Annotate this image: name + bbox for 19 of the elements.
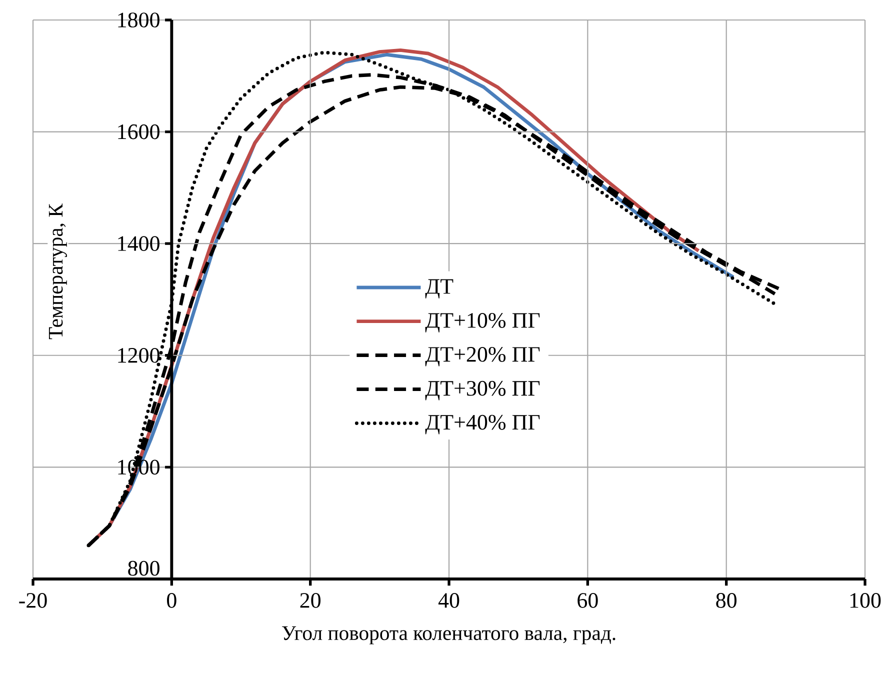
y-tick-label: 1600 <box>118 124 160 140</box>
legend-label: ДТ+20% ПГ <box>425 346 540 366</box>
x-tick-label: 80 <box>716 593 736 608</box>
x-tick-label: -20 <box>19 593 47 608</box>
legend-label: ДТ <box>425 279 454 298</box>
legend-label: ДТ+30% ПГ <box>425 380 540 400</box>
x-tick-label: 100 <box>850 593 881 608</box>
y-tick-label: 1200 <box>118 348 160 363</box>
y-tick-label: 1800 <box>118 12 160 28</box>
legend-label: ДТ+40% ПГ <box>425 414 540 434</box>
y-axis-title: Температура, К <box>48 203 67 340</box>
legend-label: ДТ+10% ПГ <box>425 313 540 332</box>
x-tick-label: 40 <box>438 593 460 608</box>
x-tick-label: 60 <box>578 593 598 608</box>
y-tick-label: 800 <box>128 560 160 576</box>
y-tick-label: 1400 <box>118 236 160 252</box>
x-tick-label: 20 <box>300 593 320 608</box>
x-axis-title: Угол поворота коленчатого вала, град. <box>282 626 616 644</box>
x-tick-label: 0 <box>167 593 176 608</box>
